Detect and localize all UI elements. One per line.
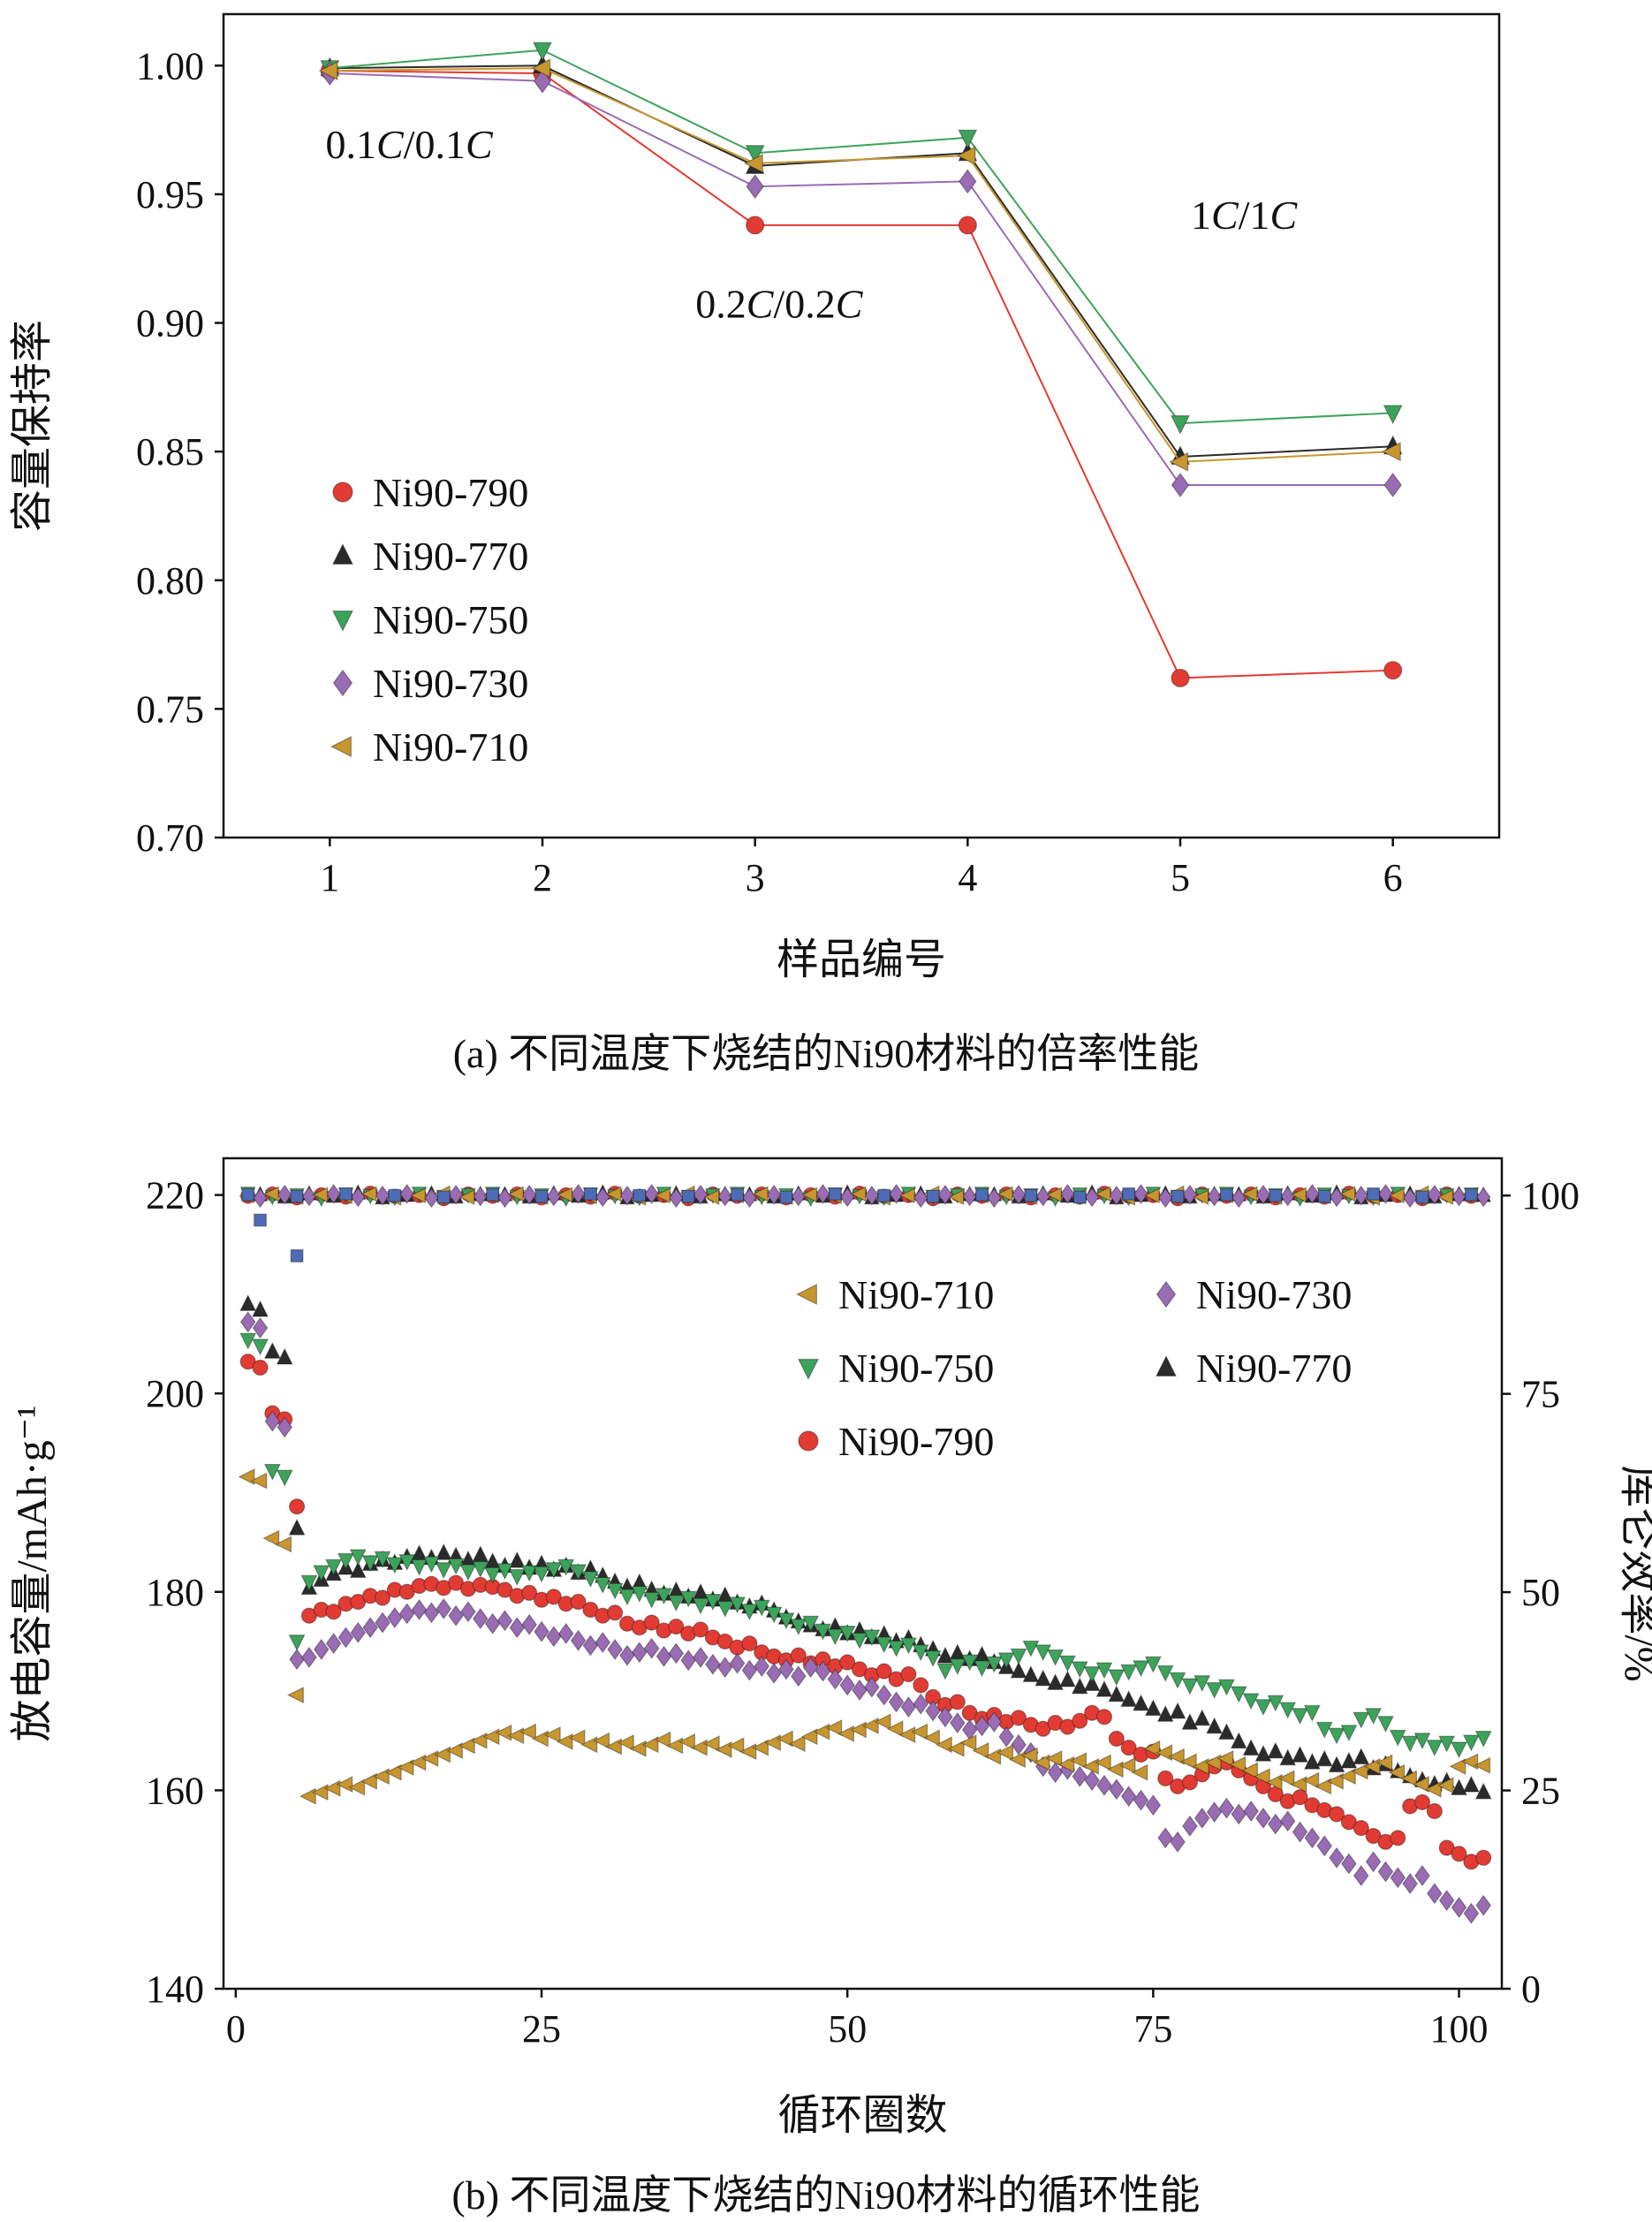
chart-b-legend: Ni90-710 Ni90-750 Ni90-790 Ni90-730 Ni90-770 — [796, 1272, 1352, 1464]
series-Ni90-730 — [321, 60, 1402, 498]
svg-text:25: 25 — [1521, 1770, 1560, 1813]
svg-text:0: 0 — [1521, 1968, 1541, 2011]
chart-a-axes — [215, 12, 1501, 846]
svg-text:0.80: 0.80 — [136, 559, 204, 603]
svg-text:0.1C/0.1C: 0.1C/0.1C — [326, 122, 494, 167]
legend-label-Ni90-770: Ni90-770 — [1196, 1346, 1352, 1391]
svg-text:6: 6 — [1383, 856, 1403, 899]
svg-text:75: 75 — [1521, 1373, 1560, 1416]
svg-text:50: 50 — [1521, 1571, 1560, 1614]
svg-text:0.85: 0.85 — [136, 430, 204, 474]
chart-b-axes — [215, 1157, 1511, 1998]
legend-label-Ni90-750: Ni90-750 — [373, 597, 528, 642]
legend-label-Ni90-790: Ni90-790 — [838, 1419, 994, 1464]
chart-a-caption: (a) 不同温度下烧结的Ni90材料的倍率性能 — [452, 1031, 1200, 1076]
svg-text:0.2C/0.2C: 0.2C/0.2C — [695, 282, 863, 327]
svg-text:140: 140 — [146, 1968, 204, 2011]
series-Ni90-710 — [318, 58, 1401, 472]
legend-label-Ni90-790: Ni90-790 — [373, 470, 528, 515]
svg-text:1: 1 — [320, 856, 339, 899]
chart-a-annotations: 0.1C/0.1C 0.2C/0.2C 1C/1C — [326, 122, 1299, 327]
capacity-Ni90-790 — [239, 1354, 1492, 1870]
svg-text:0.70: 0.70 — [136, 816, 204, 860]
svg-text:2: 2 — [533, 856, 552, 899]
series-Ni90-770 — [320, 54, 1403, 466]
capacity-Ni90-710 — [238, 1468, 1491, 1805]
svg-text:25: 25 — [522, 2007, 561, 2051]
svg-text:0.95: 0.95 — [136, 173, 204, 216]
legend-label-Ni90-750: Ni90-750 — [838, 1346, 994, 1391]
chart-a-xlabel: 样品编号 — [777, 937, 946, 983]
chart-b-ylabel-right: 库仑效率/% — [1616, 1465, 1652, 1681]
chart-a-ylabel: 容量保持率 — [9, 320, 56, 532]
svg-text:75: 75 — [1133, 2007, 1172, 2051]
series-Ni90-750 — [320, 42, 1403, 435]
svg-text:0: 0 — [226, 2007, 246, 2051]
svg-text:50: 50 — [828, 2007, 867, 2051]
efficiency-Ni90-730 — [253, 1183, 1491, 1209]
legend-label-Ni90-770: Ni90-770 — [373, 534, 528, 579]
svg-text:1.00: 1.00 — [136, 44, 204, 87]
svg-text:5: 5 — [1171, 856, 1190, 899]
svg-text:4: 4 — [958, 856, 977, 899]
svg-text:1C/1C: 1C/1C — [1191, 193, 1298, 238]
chart-b-xlabel: 循环圈数 — [777, 2092, 947, 2139]
svg-text:220: 220 — [146, 1174, 204, 1217]
legend-label-Ni90-710: Ni90-710 — [838, 1272, 994, 1317]
svg-text:0.75: 0.75 — [136, 687, 204, 731]
cycling-performance-chart: 140 160 180 200 220 0 25 50 75 100 0 25 50 75 100 循环圈数 放… — [9, 1157, 1652, 2139]
legend-label-Ni90-730: Ni90-730 — [1196, 1272, 1352, 1317]
chart-b-ylabel-left: 放电容量/mAh·g⁻¹ — [9, 1405, 56, 1741]
chart-b-tick-labels: 140 160 180 200 220 0 25 50 75 100 0 25 50 75 100 — [146, 1174, 1580, 2051]
legend-label-Ni90-710: Ni90-710 — [373, 724, 528, 770]
svg-text:3: 3 — [746, 856, 765, 899]
legend-label-Ni90-730: Ni90-730 — [373, 661, 528, 706]
chart-a-tick-labels: 0.70 0.75 0.80 0.85 0.90 0.95 1.00 1 2 3 4 5 6 — [136, 44, 1403, 899]
svg-text:180: 180 — [146, 1571, 204, 1614]
svg-text:100: 100 — [1430, 2007, 1489, 2051]
capacity-Ni90-730 — [239, 1311, 1492, 1924]
capacity-Ni90-750 — [239, 1332, 1492, 1759]
svg-text:0.90: 0.90 — [136, 302, 204, 345]
svg-text:200: 200 — [146, 1372, 204, 1415]
chart-a-legend: Ni90-790 Ni90-770 Ni90-750 Ni90-730 Ni90-710 — [330, 470, 528, 770]
svg-text:100: 100 — [1521, 1174, 1580, 1217]
chart-b-caption: (b) 不同温度下烧结的Ni90材料的循环性能 — [451, 2173, 1201, 2218]
svg-text:160: 160 — [146, 1769, 204, 1812]
efficiency-blue-square — [241, 1187, 1478, 1263]
rate-performance-chart: 0.70 0.75 0.80 0.85 0.90 0.95 1.00 1 2 3 4 5 6 样品编号 容量… — [9, 12, 1501, 983]
